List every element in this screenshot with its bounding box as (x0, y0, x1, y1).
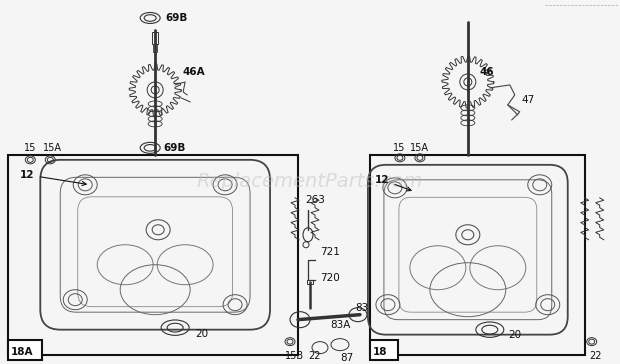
Text: 721: 721 (320, 247, 340, 257)
Text: 15: 15 (393, 143, 405, 153)
Text: 69B: 69B (165, 13, 187, 23)
Text: 15: 15 (24, 143, 37, 153)
Text: 22: 22 (590, 351, 602, 361)
Text: 15A: 15A (43, 143, 62, 153)
Bar (8, 155, 298, 355)
Text: 12: 12 (20, 170, 86, 186)
Text: 87: 87 (340, 353, 353, 363)
Text: 46: 46 (480, 67, 494, 77)
Text: 69B: 69B (163, 143, 185, 153)
Text: 18: 18 (373, 347, 388, 357)
Text: 20: 20 (508, 330, 521, 340)
Bar (8, 340, 42, 360)
Text: 20: 20 (195, 329, 208, 339)
Bar (370, 155, 585, 355)
Text: 83A: 83A (330, 320, 350, 330)
Text: 15A: 15A (410, 143, 429, 153)
Text: ReplacementParts.com: ReplacementParts.com (197, 172, 423, 191)
Text: 18A: 18A (11, 347, 34, 357)
Bar (153, 44, 157, 52)
Bar (370, 340, 398, 360)
Text: 83: 83 (355, 303, 368, 313)
Text: 15B: 15B (285, 351, 304, 361)
Text: 12: 12 (375, 175, 411, 191)
Text: 47: 47 (522, 95, 535, 105)
Bar (307, 280, 313, 284)
Text: 22: 22 (308, 351, 321, 361)
Bar (152, 32, 158, 44)
Text: 46A: 46A (182, 67, 205, 77)
Text: 263: 263 (305, 195, 325, 205)
Text: 720: 720 (320, 273, 340, 283)
